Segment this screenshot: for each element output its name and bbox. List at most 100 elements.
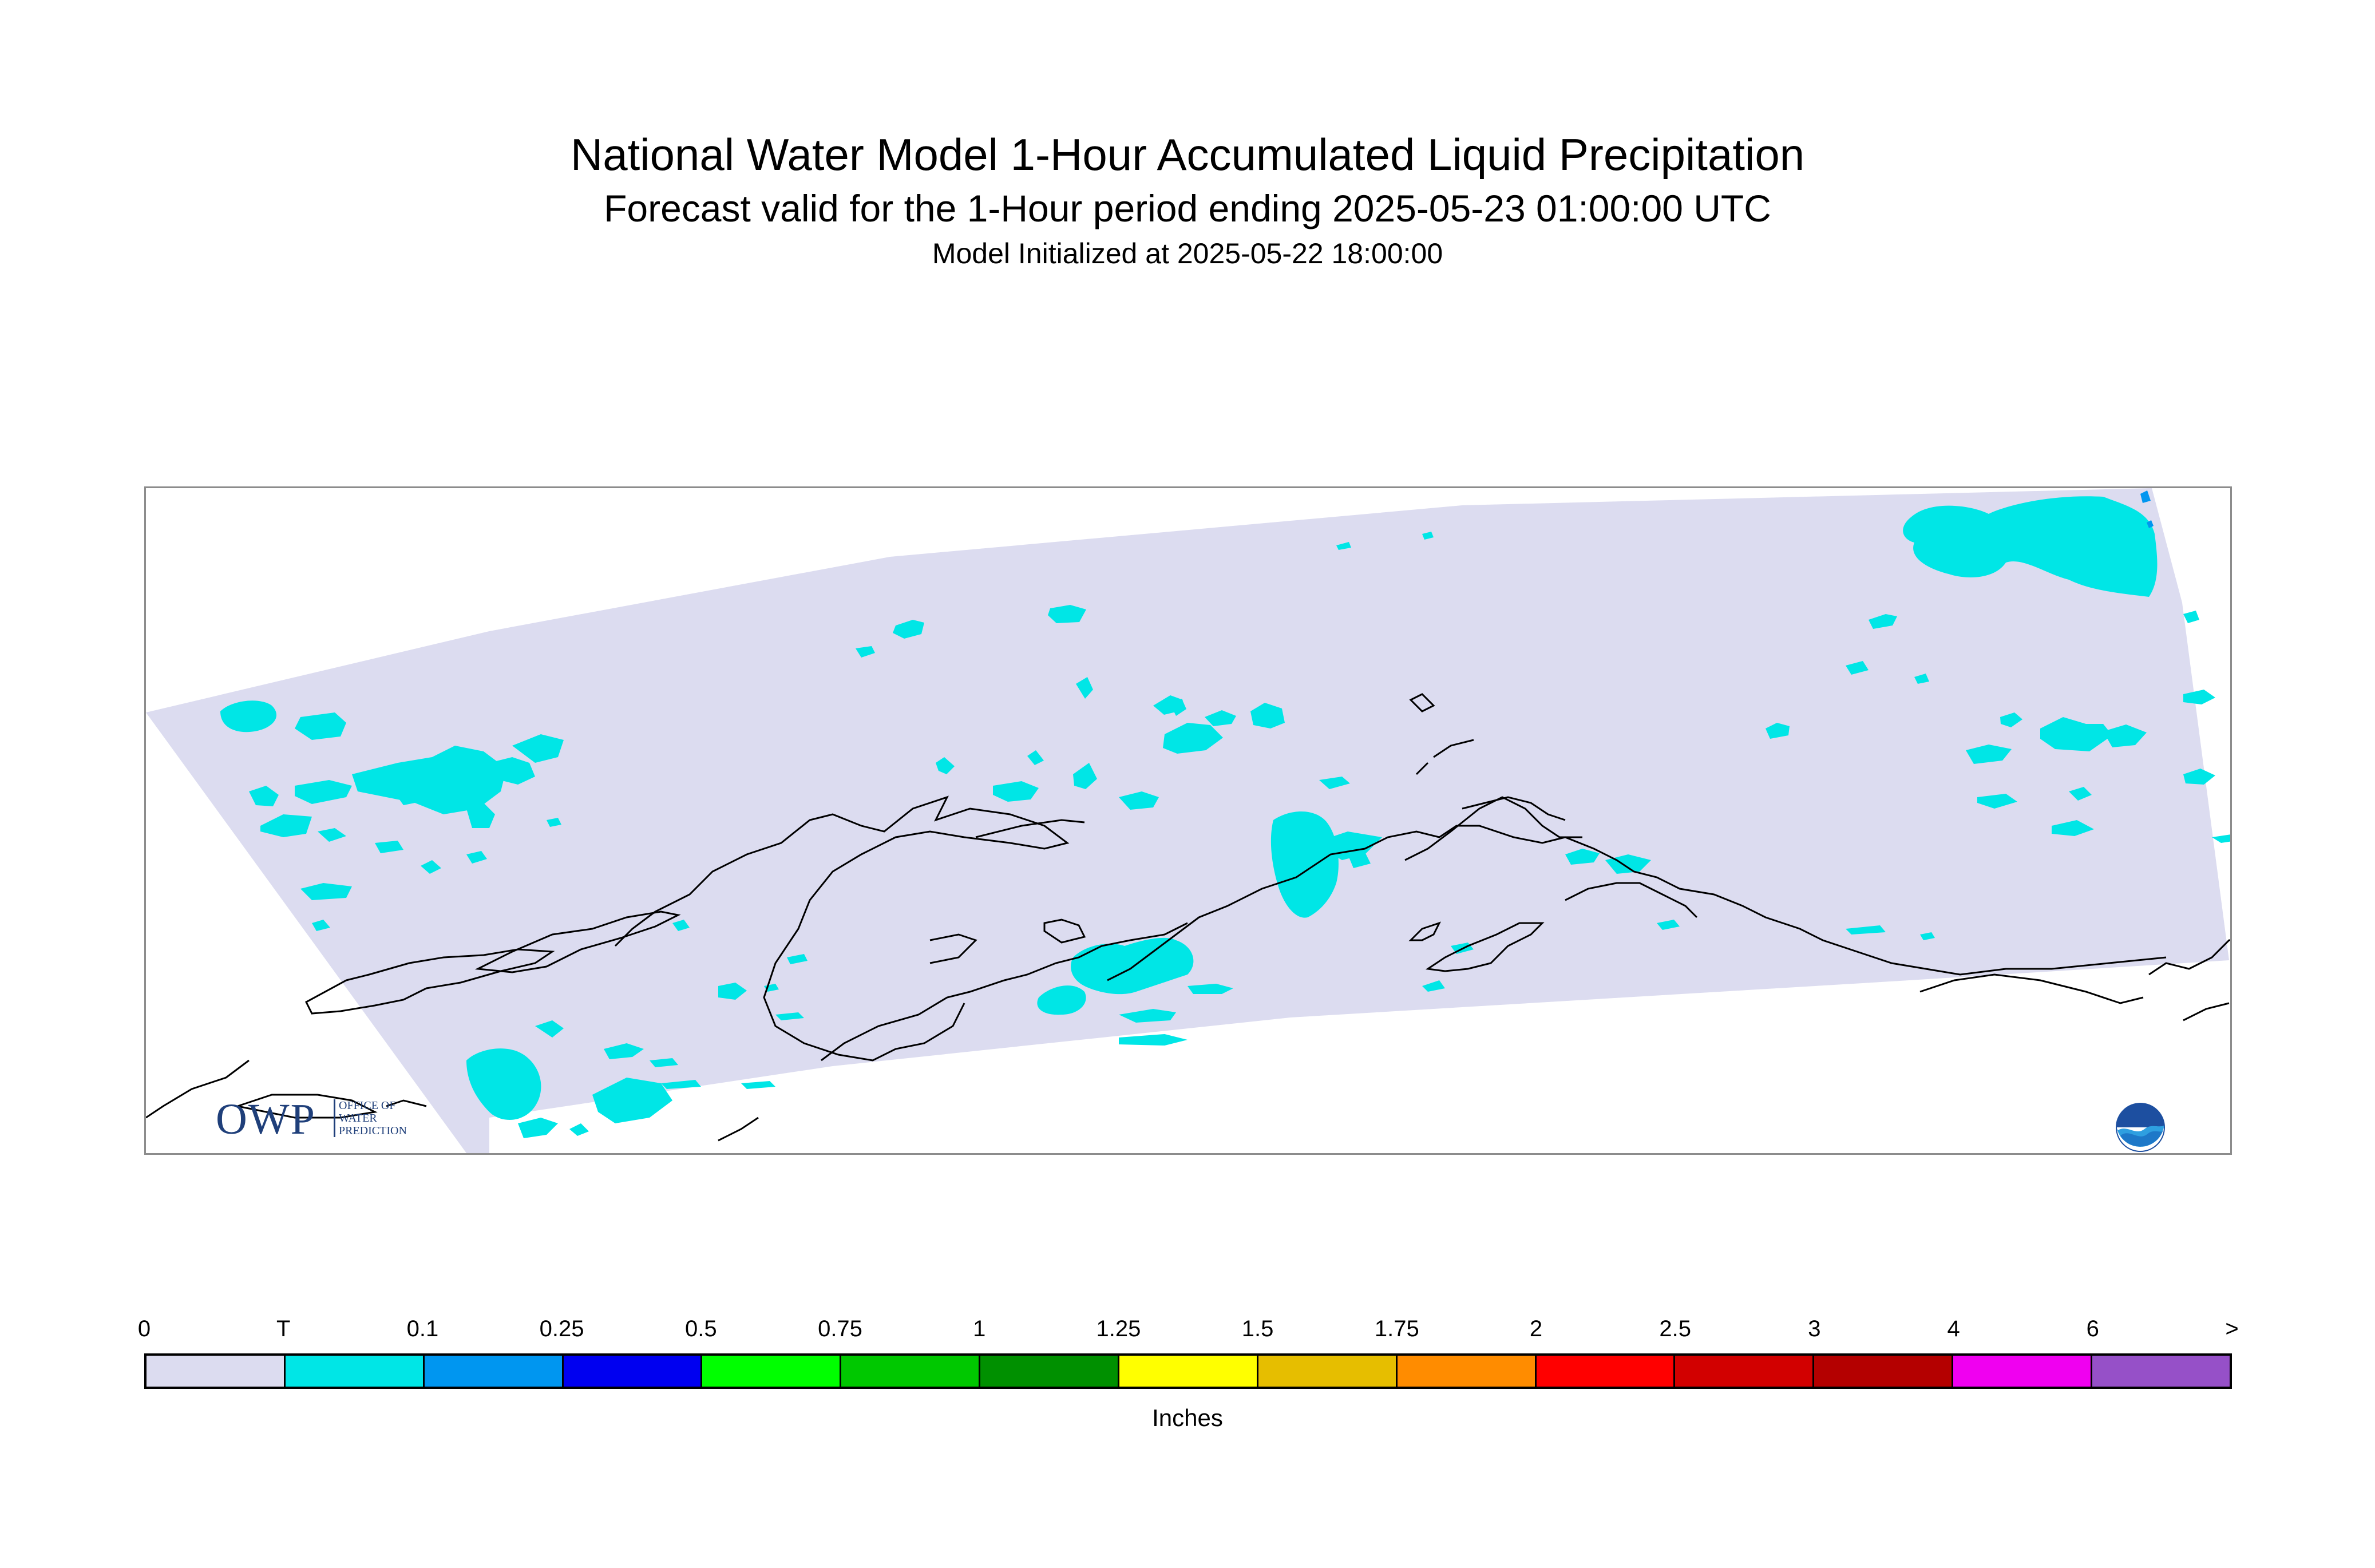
precip-area — [787, 954, 808, 964]
owp-logo-tagline: OFFICE OF WATER PREDICTION — [334, 1099, 407, 1137]
legend-tick-label: 0.1 — [406, 1316, 439, 1341]
precip-area — [592, 1078, 672, 1123]
coastline — [1107, 825, 2167, 981]
legend-tick-label: 0.5 — [684, 1316, 717, 1341]
precip-area — [489, 757, 535, 785]
precip-area — [1073, 763, 1097, 789]
legend-tick-label: 0 — [137, 1316, 151, 1341]
precip-area — [1422, 980, 1445, 992]
coastline — [2183, 1002, 2230, 1021]
legend-tick-label: 1.75 — [1374, 1316, 1419, 1341]
legend-swatch — [1675, 1356, 1815, 1387]
coastline — [1565, 882, 1698, 918]
legend-swatch — [563, 1356, 703, 1387]
precip-area — [2183, 611, 2199, 623]
precip-area — [466, 851, 487, 864]
coastline — [1409, 693, 1435, 712]
precip-area — [569, 1123, 589, 1136]
legend-tick-label: > — [2225, 1316, 2239, 1341]
precip-area — [375, 841, 403, 853]
forecast-valid-subtitle: Forecast valid for the 1-Hour period end… — [604, 187, 1771, 229]
precip-area — [1977, 794, 2017, 809]
precip-area — [650, 1058, 678, 1067]
noaa-emblem-icon — [2116, 1103, 2165, 1152]
precip-area — [312, 920, 330, 931]
coastlines — [146, 693, 2230, 1142]
precip-area — [2103, 724, 2147, 747]
precip-area-heavy — [2140, 490, 2151, 503]
precip-area — [1076, 677, 1093, 699]
legend-swatch — [702, 1356, 842, 1387]
coastline — [2148, 939, 2230, 976]
legend-swatch — [1953, 1356, 2093, 1387]
precip-area — [295, 780, 352, 804]
legend-swatch — [147, 1356, 286, 1387]
precip-area — [1048, 605, 1086, 623]
legend-tick-label: 2 — [1529, 1316, 1543, 1341]
model-domain-region — [146, 488, 2229, 1153]
precip-area — [2000, 712, 2022, 727]
owp-logo: OWP OFFICE OF WATER PREDICTION — [216, 1094, 445, 1145]
precip-area — [1188, 984, 1233, 994]
coastline — [929, 933, 977, 964]
legend-tick-label: 2.5 — [1659, 1316, 1691, 1341]
precip-area — [2052, 820, 2094, 836]
precip-area — [775, 1012, 804, 1020]
owp-tagline-line: OFFICE OF — [339, 1099, 396, 1112]
precip-area — [604, 1043, 644, 1059]
precip-area — [1920, 932, 1935, 940]
map-title: National Water Model 1-Hour Accumulated … — [570, 129, 1805, 180]
precip-area — [535, 1020, 564, 1038]
precip-area — [2183, 769, 2215, 785]
precip-area — [249, 786, 279, 806]
coastline — [146, 1059, 250, 1119]
precip-area — [1914, 674, 1929, 684]
legend-swatch — [285, 1356, 425, 1387]
precip-area — [1903, 496, 2158, 597]
coastline — [234, 1094, 378, 1119]
precip-area — [1846, 661, 1869, 675]
precip-area — [2183, 690, 2215, 704]
precip-area — [1319, 777, 1350, 789]
precip-area — [260, 814, 312, 837]
precip-area — [518, 1118, 558, 1138]
coastline — [1919, 973, 2144, 1004]
precip-area — [295, 712, 346, 740]
precip-area — [1071, 937, 1194, 995]
coastline — [1433, 739, 1474, 758]
precip-area — [1037, 985, 1086, 1015]
coastline — [386, 1099, 427, 1107]
legend-tick-label: 0.25 — [539, 1316, 584, 1341]
precip-area — [1766, 723, 1790, 739]
legend-tick-label: 3 — [1808, 1316, 1821, 1341]
precip-area — [893, 620, 924, 639]
precip-area — [1846, 925, 1886, 935]
precip-area — [547, 818, 561, 827]
legend-swatch — [2092, 1356, 2230, 1387]
owp-tagline-line: WATER — [339, 1112, 377, 1124]
coastline — [975, 819, 1085, 838]
precip-area — [466, 803, 495, 828]
precip-area — [856, 646, 875, 658]
precip-area — [300, 883, 352, 900]
precip-area — [1027, 750, 1044, 765]
legend-tick-label: 6 — [2086, 1316, 2099, 1341]
coastline — [1425, 922, 1545, 972]
precip-area — [1336, 542, 1351, 550]
precip-area — [1119, 1034, 1188, 1046]
precip-area — [1250, 703, 1285, 728]
legend-swatch — [1119, 1356, 1258, 1387]
precip-area — [421, 860, 441, 874]
owp-tagline-line: PREDICTION — [339, 1124, 407, 1137]
precip-area — [1119, 791, 1159, 810]
coastline — [614, 795, 1070, 1062]
legend-swatch — [841, 1356, 981, 1387]
precip-area — [318, 828, 346, 842]
coastline — [1404, 796, 1582, 861]
precipitation-map — [146, 488, 2230, 1153]
precip-area — [661, 1080, 701, 1089]
precip-area — [2069, 787, 2092, 801]
precip-area — [1153, 695, 1183, 715]
precip-area — [1205, 710, 1236, 726]
color-legend-bar — [144, 1353, 2232, 1389]
